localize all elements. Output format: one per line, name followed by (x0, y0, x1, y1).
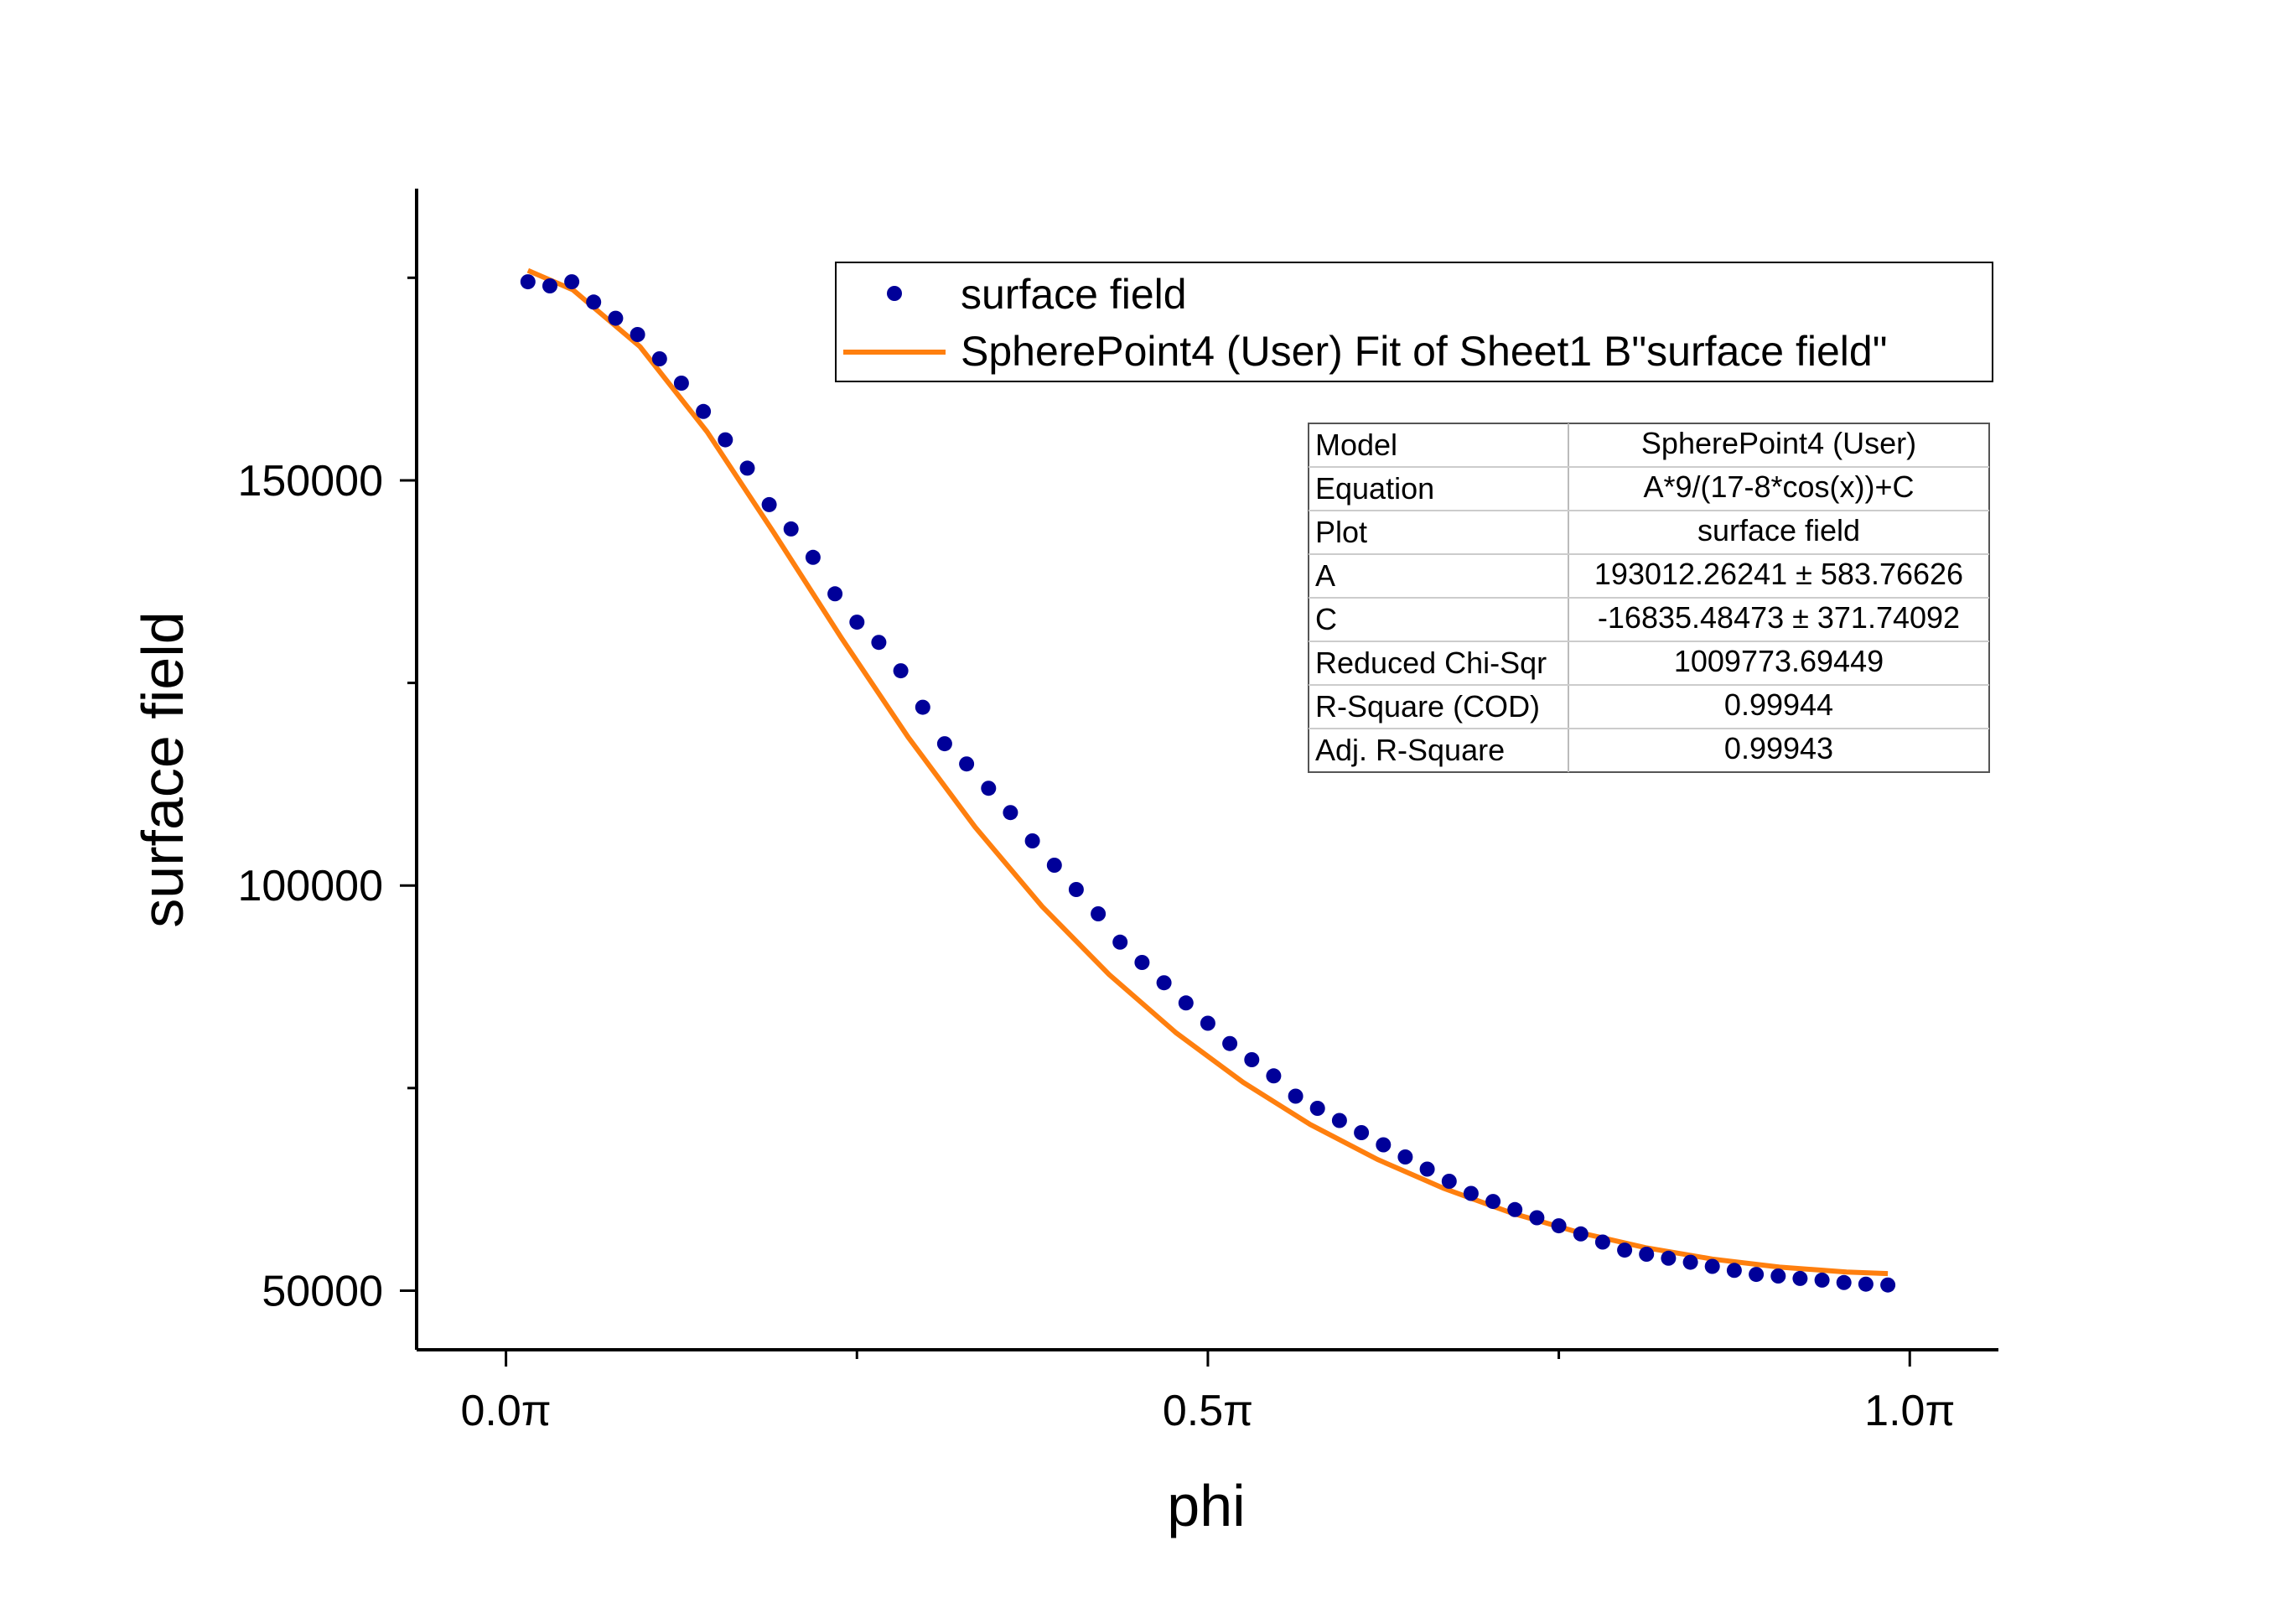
legend-box (835, 262, 1993, 382)
data-point (1331, 1113, 1347, 1128)
data-point (1376, 1137, 1392, 1153)
plot-area (520, 267, 1896, 1293)
data-point (1814, 1272, 1830, 1288)
fit-line (526, 267, 1889, 1277)
y-tick-label: 150000 (237, 457, 383, 506)
data-point (1222, 1035, 1238, 1051)
data-point (1003, 805, 1018, 821)
legend: surface field SpherePoint4 (User) Fit of… (835, 262, 1993, 382)
legend-label-fit: SpherePoint4 (User) Fit of Sheet1 B"surf… (961, 328, 1887, 375)
data-point (761, 496, 777, 512)
data-point (1704, 1258, 1720, 1274)
data-point (849, 615, 865, 630)
table-cell-label: R-Square (COD) (1315, 689, 1540, 724)
table-cell-value: 193012.26241 ± 583.76626 (1594, 557, 1963, 591)
data-point (1266, 1068, 1282, 1084)
table-cell-value: 0.99943 (1724, 731, 1833, 765)
data-point (915, 699, 930, 715)
legend-marker-surface-field (887, 286, 902, 301)
data-point (1594, 1234, 1610, 1250)
data-point (1354, 1125, 1370, 1140)
data-point (827, 586, 843, 602)
table-cell-label: Equation (1315, 471, 1434, 506)
data-point (630, 327, 645, 342)
data-point (1178, 995, 1194, 1011)
data-point (1112, 934, 1128, 950)
data-point (959, 756, 975, 772)
data-point (981, 781, 997, 796)
data-point (564, 274, 580, 290)
table-cell-label: Reduced Chi-Sqr (1315, 646, 1547, 680)
data-point (1046, 858, 1062, 873)
data-point (783, 521, 799, 537)
table-cell-label: C (1315, 602, 1337, 636)
legend-label-surface-field: surface field (961, 271, 1187, 318)
data-point (1792, 1270, 1808, 1286)
data-point (608, 310, 624, 326)
y-tick-label: 100000 (237, 862, 383, 910)
table-cell-value: A*9/(17-8*cos(x))+C (1643, 469, 1914, 504)
fit-results-table: Model SpherePoint4 (User) Equation A*9/(17-… (1308, 423, 1990, 773)
data-point (1068, 882, 1084, 897)
table-cell-label: Adj. R-Square (1315, 733, 1505, 767)
data-point (1749, 1267, 1765, 1283)
data-point (1661, 1250, 1677, 1266)
x-axis-title: phi (1167, 1473, 1245, 1538)
y-axis-title: surface field (130, 611, 195, 927)
data-point (1200, 1015, 1215, 1031)
data-point (1551, 1218, 1567, 1234)
data-point (1836, 1274, 1852, 1290)
x-tick-label: 1.0π (1864, 1387, 1955, 1435)
table-cell-value: 0.99944 (1724, 687, 1833, 722)
data-point (739, 460, 755, 476)
data-point (805, 549, 821, 565)
table-cell-label: Model (1315, 428, 1397, 462)
table-cell-label: A (1315, 558, 1335, 593)
data-point (651, 351, 667, 366)
data-point (1507, 1201, 1523, 1217)
data-point (718, 432, 733, 448)
x-tick-label: 0.5π (1163, 1387, 1253, 1435)
data-point (586, 294, 602, 310)
data-point (1639, 1247, 1655, 1262)
data-point (1091, 906, 1107, 921)
table-cell-value: 1009773.69449 (1674, 644, 1884, 678)
data-point (1617, 1242, 1633, 1258)
table-cell-value: surface field (1697, 513, 1860, 547)
data-point (520, 274, 536, 290)
data-point (1858, 1276, 1874, 1292)
data-point (1573, 1226, 1589, 1242)
table-cell-value: -16835.48473 ± 371.74092 (1598, 600, 1960, 635)
data-point (1244, 1052, 1260, 1067)
data-point (1463, 1185, 1479, 1201)
data-point (1770, 1268, 1786, 1284)
data-point (1024, 833, 1040, 848)
data-point (1682, 1254, 1698, 1270)
data-point (871, 635, 887, 651)
table-cell-value: SpherePoint4 (User) (1641, 426, 1916, 460)
data-point (1726, 1263, 1742, 1279)
data-point (893, 663, 909, 679)
data-point (1156, 975, 1172, 991)
x-tick-label: 0.0π (461, 1387, 552, 1435)
data-point (1309, 1101, 1325, 1116)
data-point (696, 403, 712, 419)
table-cell-label: Plot (1315, 515, 1367, 549)
data-point (936, 736, 952, 752)
data-point (1419, 1161, 1435, 1177)
data-point (1134, 955, 1150, 970)
data-point (1441, 1174, 1457, 1189)
data-point (1397, 1149, 1413, 1165)
data-point (673, 376, 689, 391)
data-point (1880, 1277, 1896, 1293)
axes: 0.0π 0.5π 1.0π 50000 100000 150000 (237, 189, 1998, 1435)
data-point (1288, 1088, 1303, 1104)
data-point (542, 278, 557, 293)
y-tick-label: 50000 (262, 1267, 383, 1315)
data-point (1529, 1210, 1545, 1226)
data-point (1485, 1194, 1501, 1210)
